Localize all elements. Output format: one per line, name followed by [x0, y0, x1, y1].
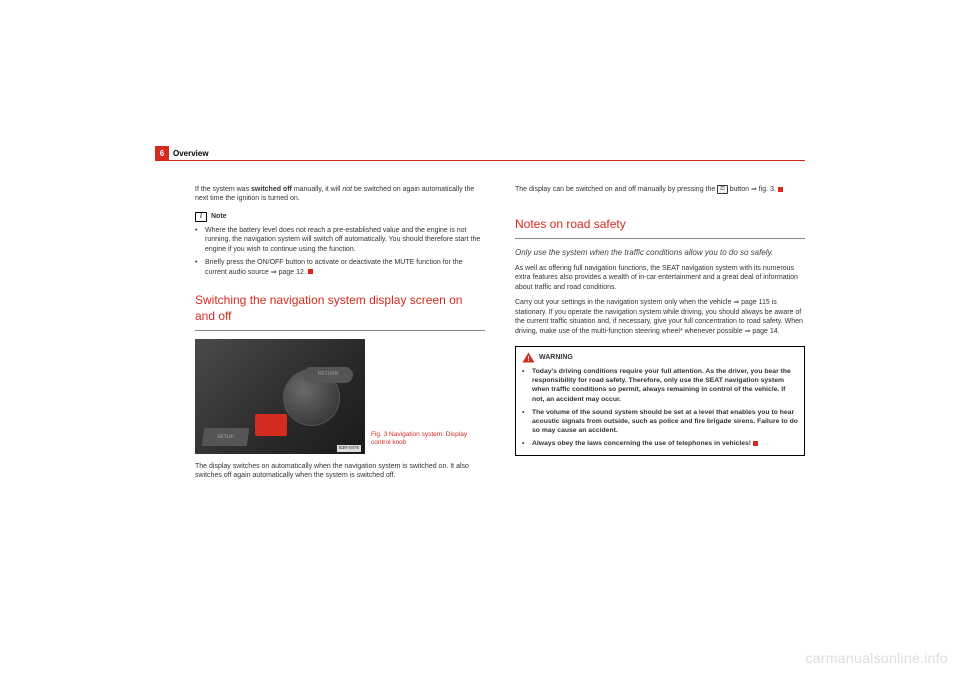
end-mark-icon	[308, 269, 313, 274]
column-right: The display can be switched on and off m…	[515, 185, 805, 487]
note-bullets: Where the battery level does not reach a…	[195, 226, 485, 277]
after-figure-paragraph: The display switches on automatically wh…	[195, 462, 485, 481]
list-item: The volume of the sound system should be…	[522, 408, 798, 436]
watermark: carmanualsonline.info	[806, 650, 949, 666]
section-subtitle: Only use the system when the traffic con…	[515, 247, 805, 258]
header-rule	[155, 160, 805, 161]
column-left: If the system was switched off manually,…	[195, 185, 485, 487]
page-header: 6 Overview	[155, 145, 805, 161]
list-item: Briefly press the ON/OFF button to activ…	[195, 258, 485, 277]
warning-bullets: Today's driving conditions require your …	[522, 367, 798, 448]
end-mark-icon	[753, 441, 758, 446]
figure-caption: Fig. 3 Navigation system: Display contro…	[371, 431, 471, 454]
info-icon: i	[195, 212, 207, 222]
figure-setup-button: SETUP	[202, 428, 250, 446]
svg-text:!: !	[527, 356, 529, 363]
list-item: Always obey the laws concerning the use …	[522, 439, 798, 448]
section-name: Overview	[173, 149, 209, 158]
display-button-icon: ⎚	[717, 185, 727, 194]
title-rule	[195, 330, 485, 331]
note-label: Note	[211, 212, 227, 221]
page-number: 6	[155, 146, 169, 160]
top-paragraph: The display can be switched on and off m…	[515, 185, 805, 195]
section-title: Switching the navigation system display …	[195, 293, 485, 324]
figure-code: B3R-0475	[337, 445, 361, 452]
warning-icon: !	[522, 352, 535, 363]
note-header: i Note	[195, 212, 485, 222]
content-area: If the system was switched off manually,…	[195, 185, 805, 487]
list-item: Today's driving conditions require your …	[522, 367, 798, 404]
body-paragraph: Carry out your settings in the navigatio…	[515, 298, 805, 336]
figure-image: RETURN SETUP B3R-0475	[195, 339, 365, 454]
figure-row: RETURN SETUP B3R-0475 Fig. 3 Navigation …	[195, 339, 485, 454]
title-rule	[515, 238, 805, 239]
figure-return-button: RETURN	[303, 367, 353, 383]
end-mark-icon	[778, 187, 783, 192]
warning-header: ! WARNING	[522, 352, 798, 363]
warning-box: ! WARNING Today's driving conditions req…	[515, 346, 805, 456]
warning-label: WARNING	[539, 353, 573, 362]
figure-red-button	[255, 414, 287, 436]
intro-paragraph: If the system was switched off manually,…	[195, 185, 485, 204]
list-item: Where the battery level does not reach a…	[195, 226, 485, 254]
body-paragraph: As well as offering full navigation func…	[515, 264, 805, 292]
section-title: Notes on road safety	[515, 217, 805, 233]
